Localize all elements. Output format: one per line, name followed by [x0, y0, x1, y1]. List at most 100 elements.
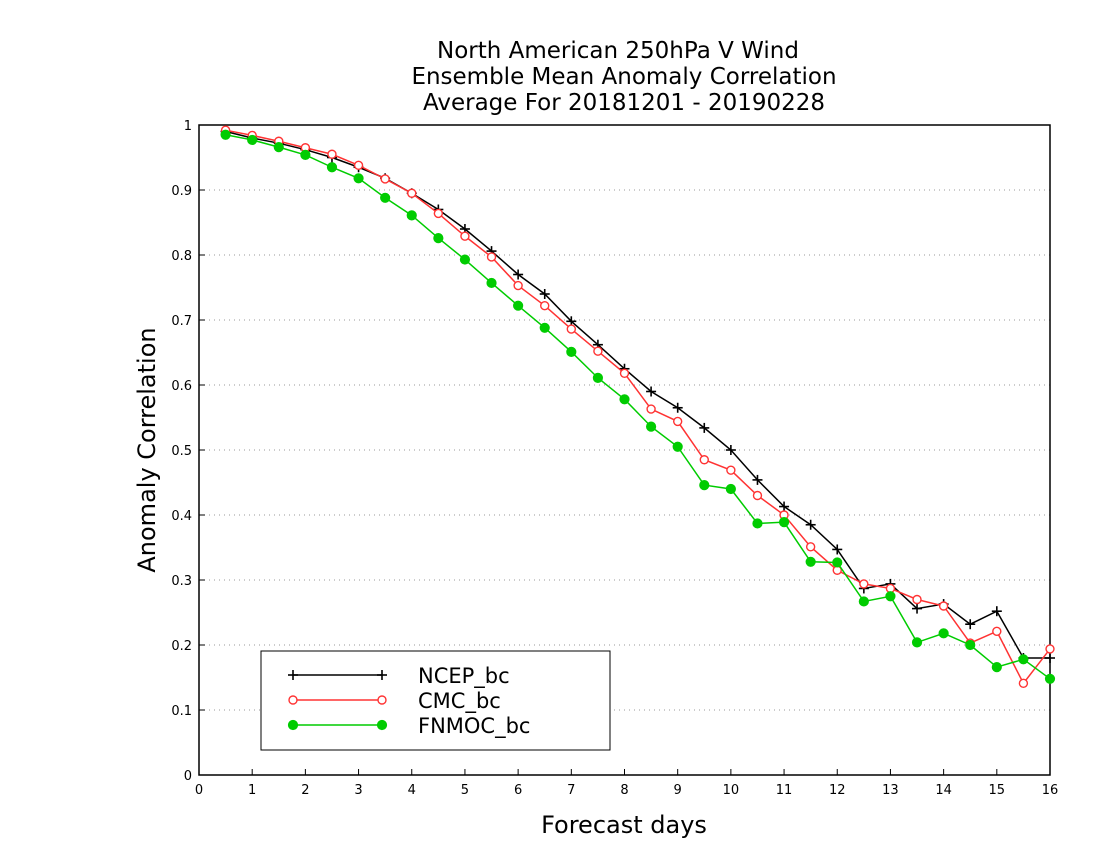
y-tick-label: 0 [184, 769, 192, 784]
data-point-ncep-bc [699, 422, 710, 433]
data-point-cmc-bc [938, 601, 949, 611]
data-point-cmc-bc [353, 160, 364, 171]
data-point-fnmoc-bc [1018, 654, 1029, 665]
data-point-cmc-bc [566, 324, 577, 334]
data-point-cmc-bc [752, 490, 763, 501]
data-series [220, 125, 1056, 689]
data-point-fnmoc-bc [778, 517, 790, 528]
y-tick-label: 1 [184, 119, 192, 134]
data-point-fnmoc-bc [273, 142, 284, 153]
legend-item-cmc-bc: CMC_bc [288, 689, 501, 714]
data-point-fnmoc-bc [433, 233, 444, 244]
data-point-fnmoc-bc [858, 596, 869, 607]
data-point-fnmoc-bc [725, 483, 736, 495]
data-point-fnmoc-bc [247, 134, 258, 146]
data-point-cmc-bc [540, 301, 550, 311]
data-point-fnmoc-bc [752, 518, 763, 529]
data-point-fnmoc-bc [965, 639, 976, 651]
data-point-fnmoc-bc [539, 322, 550, 333]
data-point-fnmoc-bc [619, 394, 630, 405]
x-tick-label: 10 [723, 783, 740, 798]
data-point-fnmoc-bc [486, 277, 497, 289]
data-point-cmc-bc [460, 231, 470, 241]
data-point-fnmoc-bc [300, 149, 311, 160]
data-point-cmc-bc [992, 626, 1002, 637]
y-axis-title: Anomaly Correlation [133, 327, 161, 572]
data-point-fnmoc-bc [645, 421, 657, 432]
data-point-ncep-bc [965, 619, 976, 630]
legend-marker-cmc-bc [377, 695, 387, 705]
data-point-cmc-bc [1045, 644, 1055, 654]
x-tick-label: 4 [408, 783, 416, 798]
gridlines [199, 189, 1050, 711]
data-point-cmc-bc [805, 542, 816, 552]
legend-marker-cmc-bc [288, 695, 298, 705]
series-line-cmc-bc [225, 129, 1051, 685]
data-point-fnmoc-bc [353, 173, 364, 184]
x-tick-label: 5 [461, 783, 469, 798]
x-tick-label: 16 [1042, 783, 1059, 798]
data-point-fnmoc-bc [220, 129, 231, 140]
data-point-cmc-bc [726, 465, 736, 475]
x-tick-label: 7 [567, 783, 575, 798]
y-tick-label: 0.6 [171, 379, 192, 394]
data-point-ncep-bc [513, 269, 524, 280]
x-tick-label: 15 [989, 783, 1006, 798]
data-point-fnmoc-bc [699, 480, 710, 491]
data-point-ncep-bc [752, 474, 763, 485]
legend-marker-fnmoc-bc [376, 719, 388, 731]
data-point-cmc-bc [699, 455, 709, 465]
data-point-cmc-bc [513, 280, 523, 291]
data-point-fnmoc-bc [459, 254, 471, 265]
legend-item-fnmoc-bc: FNMOC_bc [287, 714, 530, 739]
y-tick-label: 0.3 [171, 574, 192, 589]
data-point-fnmoc-bc [566, 346, 577, 357]
data-point-ncep-bc [1045, 653, 1055, 663]
x-tick-label: 0 [195, 783, 203, 798]
y-axis-ticks: 0 0.1 0.2 0.3 0.4 0.5 0.6 0.7 0.8 0.9 1 [171, 119, 205, 784]
data-point-fnmoc-bc [380, 192, 391, 203]
data-point-fnmoc-bc [406, 210, 417, 221]
data-point-cmc-bc [433, 208, 444, 219]
x-tick-label: 9 [674, 783, 682, 798]
data-point-cmc-bc [486, 252, 497, 262]
legend-marker-fnmoc-bc [287, 719, 299, 731]
data-point-fnmoc-bc [832, 557, 843, 568]
x-tick-label: 14 [935, 783, 952, 798]
data-point-fnmoc-bc [911, 637, 923, 648]
chart-title: North American 250hPa V Wind Ensemble Me… [411, 38, 836, 116]
data-point-cmc-bc [672, 416, 683, 427]
title-line-1: North American 250hPa V Wind [437, 38, 799, 64]
data-point-ncep-bc [991, 606, 1002, 617]
data-point-cmc-bc [859, 579, 869, 589]
title-line-3: Average For 20181201 - 20190228 [423, 90, 825, 116]
data-point-fnmoc-bc [326, 162, 338, 173]
data-point-fnmoc-bc [805, 556, 816, 567]
series-line-fnmoc-bc [225, 134, 1051, 680]
series-ncep-bc [220, 126, 1055, 663]
data-point-ncep-bc [646, 386, 657, 397]
legend-label-fnmoc-bc: FNMOC_bc [418, 714, 530, 739]
legend-marker-ncep-bc [377, 670, 387, 680]
data-point-fnmoc-bc [885, 591, 896, 602]
x-axis-ticks: 0 1 2 3 4 5 6 7 8 9 10 11 12 13 14 15 16 [195, 769, 1058, 798]
data-point-ncep-bc [805, 519, 816, 530]
data-point-cmc-bc [1018, 678, 1029, 689]
data-point-cmc-bc [327, 149, 337, 159]
data-point-cmc-bc [380, 174, 390, 184]
x-axis-title: Forecast days [541, 811, 707, 839]
data-point-cmc-bc [912, 594, 922, 605]
data-point-fnmoc-bc [991, 662, 1002, 673]
x-tick-label: 12 [829, 783, 846, 798]
legend-marker-ncep-bc [288, 670, 298, 680]
x-tick-label: 3 [354, 783, 362, 798]
data-point-ncep-bc [832, 544, 843, 555]
y-tick-label: 0.9 [171, 184, 192, 199]
y-tick-label: 0.2 [171, 639, 192, 654]
y-tick-label: 0.5 [171, 444, 192, 459]
y-tick-label: 0.1 [171, 704, 192, 719]
legend-label-ncep-bc: NCEP_bc [418, 664, 510, 689]
data-point-ncep-bc [725, 445, 736, 455]
y-tick-label: 0.4 [171, 509, 192, 524]
data-point-cmc-bc [407, 188, 417, 198]
